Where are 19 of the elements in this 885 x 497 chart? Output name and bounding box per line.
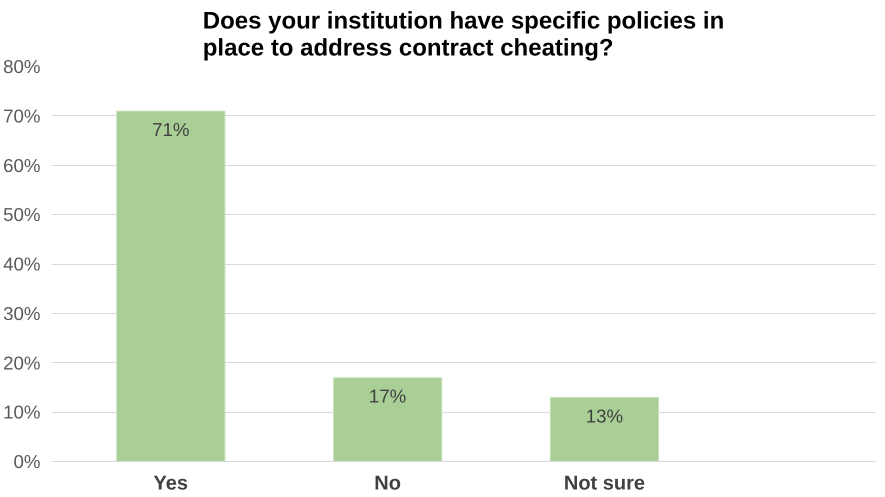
data-label: 71% — [152, 118, 190, 140]
y-tick-label: 50% — [3, 204, 41, 226]
data-label: 17% — [368, 386, 406, 407]
bar — [116, 110, 226, 462]
y-tick-label: 0% — [14, 451, 41, 472]
y-tick-label: 20% — [3, 352, 41, 374]
bar — [550, 396, 660, 462]
x-tick-label: Not sure — [564, 472, 646, 494]
chart-title: Does your institution have specific policies in place to address contract cheating? — [202, 8, 724, 62]
y-tick-label: 30% — [3, 302, 41, 324]
y-tick-label: 70% — [3, 105, 41, 126]
y-tick-label: 40% — [3, 254, 41, 274]
y-tick-label: 60% — [3, 154, 41, 176]
y-tick-label: 10% — [3, 402, 41, 423]
bar — [332, 377, 442, 462]
x-tick-label: No — [374, 472, 401, 494]
y-tick-label: 80% — [3, 56, 41, 77]
data-label: 13% — [586, 405, 624, 426]
x-tick-label: Yes — [154, 472, 188, 494]
